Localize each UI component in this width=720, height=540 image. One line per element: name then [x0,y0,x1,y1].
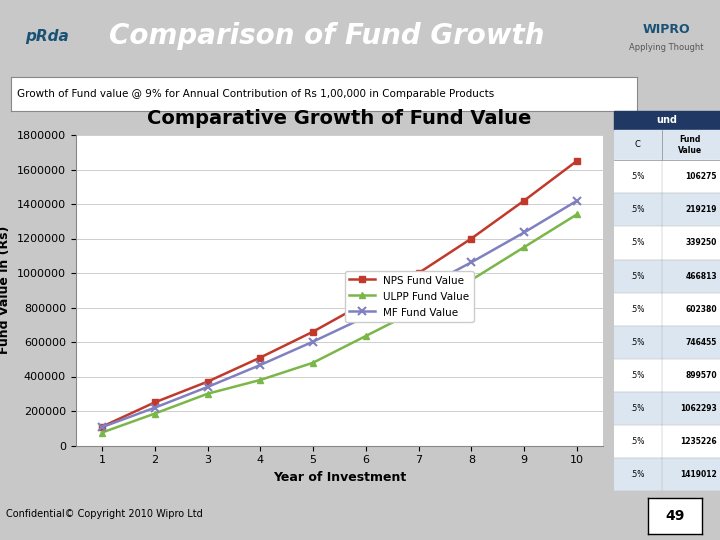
X-axis label: Year of Investment: Year of Investment [273,471,406,484]
ULPP Fund Value [520,244,528,251]
Text: 219219: 219219 [685,205,717,214]
ULPP Fund Value [203,390,212,397]
Text: 1062293: 1062293 [680,404,717,413]
Bar [614,160,720,193]
Text: .5%: .5% [630,205,644,214]
Title: Comparative Growth of Fund Value: Comparative Growth of Fund Value [148,109,531,128]
Bar [614,111,720,130]
Bar [614,425,720,458]
NPS Fund Value [572,158,581,164]
Text: .5%: .5% [630,437,644,446]
Text: .5%: .5% [630,371,644,380]
Text: 602380: 602380 [685,305,717,314]
Text: 1235226: 1235226 [680,437,717,446]
Bar [614,359,720,392]
Bar [614,130,720,160]
NPS Fund Value [203,379,212,385]
Y-axis label: Fund Value in (Rs): Fund Value in (Rs) [0,226,12,354]
Bar [614,458,720,491]
Text: Growth of Fund value @ 9% for Annual Contribution of Rs 1,00,000 in Comparable P: Growth of Fund value @ 9% for Annual Con… [17,89,495,99]
NPS Fund Value [467,235,476,242]
Text: .5%: .5% [630,470,644,480]
MF Fund Value [361,314,370,320]
Line: NPS Fund Value: NPS Fund Value [99,157,580,430]
NPS Fund Value [414,270,423,276]
Line: ULPP Fund Value: ULPP Fund Value [99,211,580,436]
ULPP Fund Value [98,429,107,436]
Text: WIPRO: WIPRO [642,23,690,36]
Bar [614,326,720,359]
MF Fund Value [309,339,318,345]
Text: .5%: .5% [630,239,644,247]
Text: 1419012: 1419012 [680,470,717,480]
ULPP Fund Value [150,410,159,417]
MF Fund Value [98,424,107,430]
NPS Fund Value [309,328,318,335]
MF Fund Value [150,404,159,411]
Text: .5%: .5% [630,305,644,314]
NPS Fund Value [150,399,159,406]
Text: Comparison of Fund Growth: Comparison of Fund Growth [109,23,544,50]
Text: C: C [634,140,640,150]
Text: Confidential© Copyright 2010 Wipro Ltd: Confidential© Copyright 2010 Wipro Ltd [6,509,203,519]
ULPP Fund Value [361,333,370,339]
Text: 899570: 899570 [685,371,717,380]
ULPP Fund Value [414,306,423,313]
Legend: NPS Fund Value, ULPP Fund Value, MF Fund Value: NPS Fund Value, ULPP Fund Value, MF Fund… [345,271,474,322]
ULPP Fund Value [467,276,476,283]
MF Fund Value [203,384,212,390]
Text: und: und [657,115,678,125]
NPS Fund Value [361,299,370,306]
MF Fund Value [256,362,265,368]
Bar [614,392,720,425]
Text: 746455: 746455 [685,338,717,347]
Bar [614,193,720,226]
Text: .5%: .5% [630,338,644,347]
MF Fund Value [520,229,528,235]
ULPP Fund Value [572,211,581,218]
Text: 106275: 106275 [685,172,717,181]
Text: Applying Thought: Applying Thought [629,43,703,52]
Text: .5%: .5% [630,272,644,281]
Bar [614,293,720,326]
Text: .5%: .5% [630,404,644,413]
Text: Fund
Value: Fund Value [678,135,703,154]
Text: 49: 49 [665,509,685,523]
Line: MF Fund Value: MF Fund Value [98,197,581,431]
NPS Fund Value [520,197,528,204]
Bar [614,226,720,260]
Text: 466813: 466813 [685,272,717,281]
Text: .5%: .5% [630,172,644,181]
Text: pRda: pRda [25,29,68,44]
MF Fund Value [572,198,581,204]
ULPP Fund Value [256,377,265,383]
MF Fund Value [467,259,476,266]
ULPP Fund Value [309,360,318,366]
NPS Fund Value [98,423,107,430]
NPS Fund Value [256,354,265,361]
Bar [614,260,720,293]
MF Fund Value [414,287,423,294]
Text: 339250: 339250 [685,239,717,247]
